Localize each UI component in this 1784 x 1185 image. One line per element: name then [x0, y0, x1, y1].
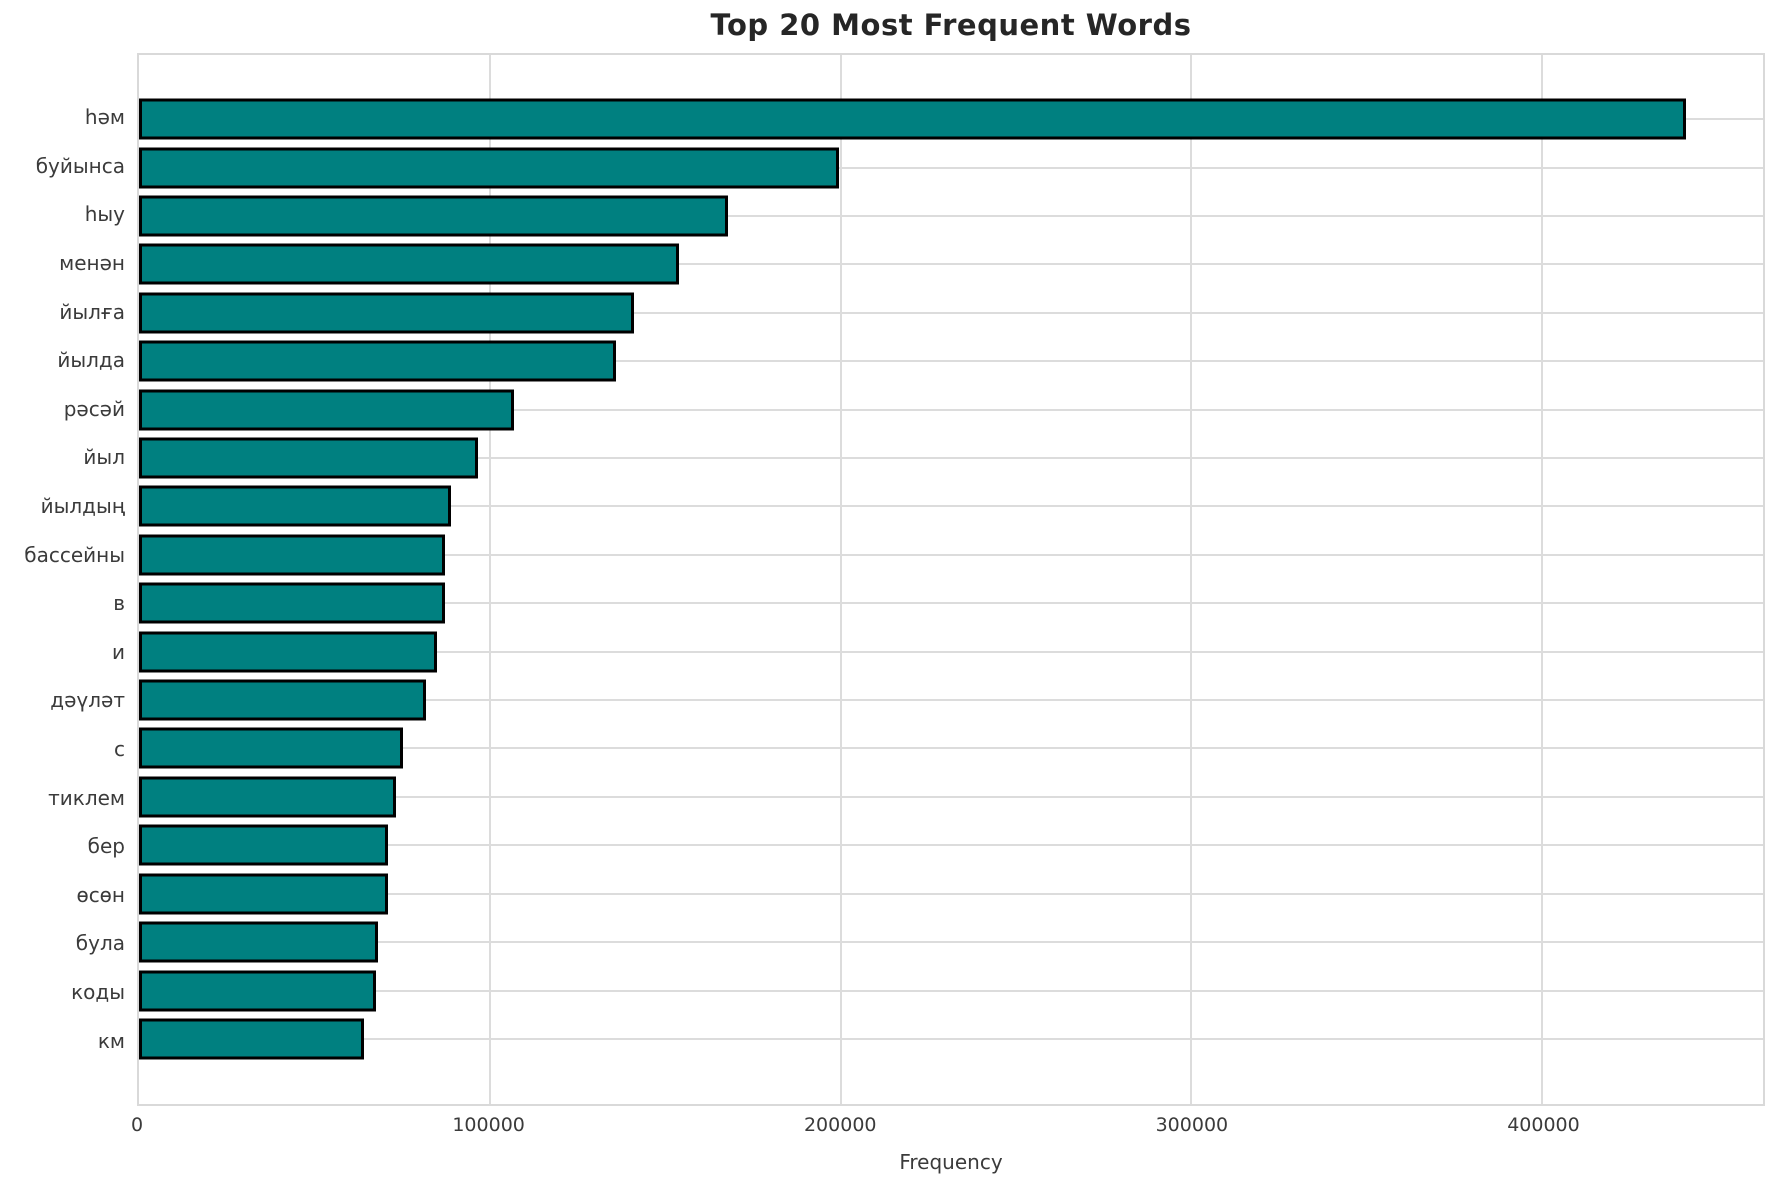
y-tick-label: дәүләт — [50, 688, 125, 713]
bar-буйынса — [139, 147, 840, 189]
bar-коды — [139, 970, 377, 1012]
gridline-y — [139, 263, 1763, 266]
chart-title: Top 20 Most Frequent Words — [710, 8, 1192, 42]
x-tick-label: 100000 — [452, 1114, 525, 1136]
y-tick-label: коды — [71, 979, 125, 1004]
bar-row — [139, 821, 1763, 869]
bar-row — [139, 482, 1763, 530]
bar-row — [139, 627, 1763, 675]
y-tick-label: в — [113, 591, 125, 616]
bar-һыу — [139, 195, 729, 237]
gridline-y — [139, 166, 1763, 169]
bar-рәсәй — [139, 389, 515, 431]
bar-row — [139, 337, 1763, 385]
gridline-x-200000 — [839, 55, 842, 1104]
bar-йылда — [139, 340, 617, 382]
bar-в — [139, 582, 445, 624]
bar-с — [139, 727, 403, 769]
bar-row — [139, 579, 1763, 627]
bar-row — [139, 966, 1763, 1014]
bar-и — [139, 631, 437, 673]
bar-менән — [139, 243, 680, 285]
y-tick-label: йылға — [59, 299, 125, 324]
gridline-y — [139, 795, 1763, 798]
bar-row — [139, 240, 1763, 288]
y-tick-label: с — [114, 737, 125, 762]
bar-һәм — [139, 98, 1686, 140]
gridline-y — [139, 747, 1763, 750]
bar-row — [139, 676, 1763, 724]
gridline-x-400000 — [1541, 55, 1544, 1104]
gridline-y — [139, 408, 1763, 411]
y-tick-label: йылда — [57, 348, 125, 373]
y-tick-label: км — [97, 1028, 125, 1053]
bar-rows — [139, 55, 1763, 1104]
bar-row — [139, 95, 1763, 143]
x-tick-label: 400000 — [1507, 1114, 1580, 1136]
y-tick-label: өсөн — [76, 882, 125, 907]
bar-дәүләт — [139, 679, 426, 721]
gridline-y — [139, 989, 1763, 992]
gridline-y — [139, 650, 1763, 653]
gridline-y — [139, 457, 1763, 460]
bar-була — [139, 921, 378, 963]
bar-row — [139, 918, 1763, 966]
gridline-y — [139, 941, 1763, 944]
y-tick-label: рәсәй — [63, 396, 125, 421]
y-tick-label: буйынса — [35, 153, 125, 178]
gridline-y — [139, 844, 1763, 847]
gridline-y — [139, 602, 1763, 605]
y-tick-label: йыл — [83, 445, 125, 470]
bar-row — [139, 1015, 1763, 1063]
y-tick-label: була — [75, 931, 125, 956]
gridline-y — [139, 505, 1763, 508]
y-tick-label: һыу — [84, 202, 125, 227]
gridline-y — [139, 311, 1763, 314]
bar-тиклем — [139, 776, 397, 818]
bar-row — [139, 385, 1763, 433]
gridline-y — [139, 215, 1763, 218]
y-axis-labels: һәм буйынса һыу менән йылға йылда рәсәй йыл йылд… — [0, 53, 125, 1106]
bar-бассейны — [139, 534, 445, 576]
bar-row — [139, 289, 1763, 337]
gridline-y — [139, 1037, 1763, 1040]
gridline-y — [139, 360, 1763, 363]
bar-row — [139, 724, 1763, 772]
x-tick-label: 0 — [130, 1114, 144, 1136]
x-tick-label: 300000 — [1155, 1114, 1229, 1136]
bar-row — [139, 192, 1763, 240]
gridline-y — [139, 892, 1763, 895]
bar-row — [139, 143, 1763, 191]
bar-row — [139, 870, 1763, 918]
y-tick-label: һәм — [84, 105, 125, 130]
y-tick-label: бер — [87, 834, 125, 859]
bar-йыл — [139, 437, 479, 479]
plot-area — [137, 53, 1765, 1106]
bar-өсөн — [139, 873, 388, 915]
y-tick-label: бассейны — [24, 542, 125, 567]
bar-row — [139, 434, 1763, 482]
y-tick-label: тиклем — [48, 785, 125, 810]
y-tick-label: менән — [59, 251, 125, 276]
x-tick-label: 200000 — [803, 1114, 877, 1136]
bar-км — [139, 1018, 365, 1060]
gridline-x-100000 — [488, 55, 491, 1104]
x-axis-title: Frequency — [899, 1150, 1003, 1174]
gridline-y — [139, 553, 1763, 556]
bar-row — [139, 531, 1763, 579]
bar-йылға — [139, 292, 634, 334]
gridline-y — [139, 699, 1763, 702]
gridline-x-300000 — [1190, 55, 1193, 1104]
bar-йылдың — [139, 485, 451, 527]
x-axis-ticks: 0 100000 200000 300000 400000 — [131, 1114, 1765, 1144]
y-tick-label: и — [112, 639, 125, 664]
bar-row — [139, 773, 1763, 821]
y-tick-label: йылдың — [40, 494, 125, 519]
bar-бер — [139, 824, 389, 866]
